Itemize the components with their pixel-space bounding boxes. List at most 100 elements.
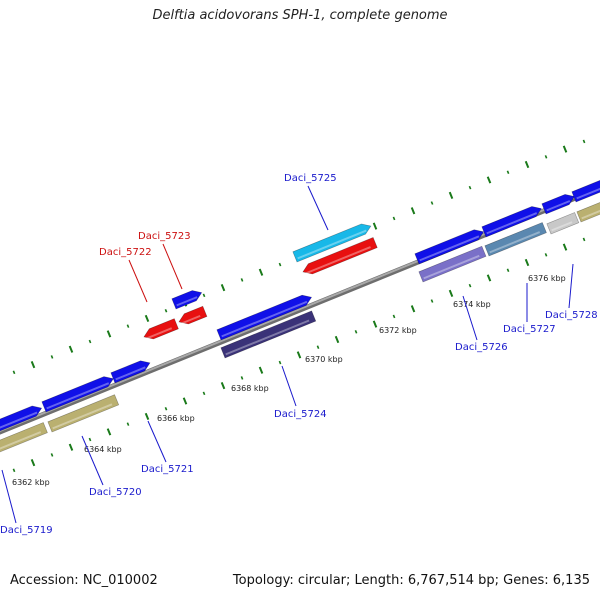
gene-labels: Daci_5719 Daci_5720 Daci_5721 Daci_5722 Daci… [0,173,598,536]
minor-tick-mark [468,185,472,190]
major-tick-mark [372,222,378,230]
minor-tick-mark [392,314,396,319]
gene-block-daci-5723-fwd[interactable] [171,290,203,310]
major-tick-mark [410,305,416,313]
axis-tick-label: 6368 kbp [231,384,269,393]
gene-block-daci-5726[interactable] [414,229,485,265]
major-tick-mark [220,382,226,390]
cds-block-daci-5720[interactable] [47,394,120,433]
map-title: Delftia acidovorans SPH-1, complete geno… [152,8,448,23]
gene-leader-line [1,469,17,524]
gene-block-daci-5723[interactable] [178,305,208,325]
gene-leader-line [81,435,104,486]
major-tick-mark [258,366,264,374]
cds-block-daci-5728[interactable] [576,201,600,223]
minor-tick-mark [544,155,548,159]
gene-label[interactable]: Daci_5722 [99,247,152,258]
gene-label[interactable]: Daci_5723 [138,231,191,242]
gene-block-daci-5728[interactable] [541,194,575,215]
minor-tick-mark [316,345,320,349]
major-tick-mark [144,412,150,421]
gene-leader-line [462,295,478,341]
minor-tick-mark [430,299,434,303]
minor-tick-mark [544,253,548,257]
minor-tick-mark [164,308,168,313]
major-tick-mark [524,258,530,267]
major-tick-mark [68,443,74,451]
minor-tick-mark [506,268,510,273]
axis-tick-label: 6364 kbp [84,445,122,454]
major-tick-mark [410,207,416,215]
genome-summary: Topology: circular; Length: 6,767,514 bp… [232,573,590,588]
cds-block-daci-5724[interactable] [220,310,317,359]
minor-tick-mark [240,278,244,282]
minor-tick-mark [12,370,16,375]
gene-label[interactable]: Daci_5719 [0,525,53,536]
gene-block-daci-5725[interactable] [292,223,372,263]
major-tick-mark [30,360,36,369]
major-tick-mark [106,330,112,338]
major-tick-mark [68,345,74,353]
gene-leader-line [147,420,167,463]
major-tick-mark [296,351,302,359]
major-tick-mark [220,284,226,292]
minor-tick-mark [354,330,358,334]
major-tick-mark [144,314,150,323]
major-tick-mark [486,274,492,282]
gene-label[interactable]: Daci_5725 [284,173,337,184]
minor-tick-mark [202,391,206,396]
axis-tick-label: 6374 kbp [453,300,491,309]
gene-label[interactable]: Daci_5726 [455,342,508,353]
minor-tick-mark [50,453,54,457]
gene-block-daci-5719[interactable] [0,405,43,435]
minor-tick-mark [50,355,54,359]
major-tick-mark [258,268,264,276]
minor-tick-mark [240,376,244,380]
major-tick-mark [334,335,340,344]
cds-block-daci-5727[interactable] [484,222,547,257]
gene-block-daci-5725-rev[interactable] [302,237,378,275]
major-tick-mark [182,397,188,405]
gene-block-daci-5724[interactable] [216,294,313,341]
gene-label[interactable]: Daci_5724 [274,409,327,420]
minor-tick-mark [468,283,472,288]
minor-tick-mark [278,360,282,365]
major-tick-mark [486,176,492,184]
minor-tick-mark [202,293,206,298]
minor-tick-mark [88,437,92,442]
cds-block-daci-5727b[interactable] [546,212,580,235]
major-tick-mark [448,191,454,199]
gene-block-daci-5727[interactable] [481,206,542,238]
gene-leader-line [162,243,183,290]
minor-tick-mark [12,468,16,473]
gene-leader-line [307,185,329,231]
gene-label[interactable]: Daci_5721 [141,464,194,475]
minor-tick-mark [126,324,130,328]
gene-block-daci-5728b[interactable] [571,180,600,203]
minor-tick-mark [278,262,282,267]
minor-tick-mark [582,237,586,242]
gene-leader-line [128,259,148,303]
major-tick-mark [562,145,568,153]
axis-tick-label: 6372 kbp [379,326,417,335]
minor-tick-mark [506,170,510,175]
axis-tick-label: 6366 kbp [157,414,195,423]
minor-tick-mark [582,139,586,144]
major-tick-mark [106,428,112,436]
cds-block-daci-5726[interactable] [418,245,487,283]
major-tick-mark [448,289,454,297]
gene-label[interactable]: Daci_5720 [89,487,142,498]
gene-block-daci-5720[interactable] [41,376,114,413]
gene-block-daci-5721[interactable] [110,360,151,384]
feature-track [0,180,600,456]
major-tick-mark [372,320,378,328]
gene-label[interactable]: Daci_5727 [503,324,556,335]
major-tick-mark [30,458,36,467]
accession-text: Accession: NC_010002 [10,573,158,588]
major-tick-mark [562,243,568,251]
cds-block-daci-5719[interactable] [0,422,48,456]
gene-block-daci-5722[interactable] [143,318,179,340]
gene-leader-line [281,365,297,407]
gene-label[interactable]: Daci_5728 [545,310,598,321]
